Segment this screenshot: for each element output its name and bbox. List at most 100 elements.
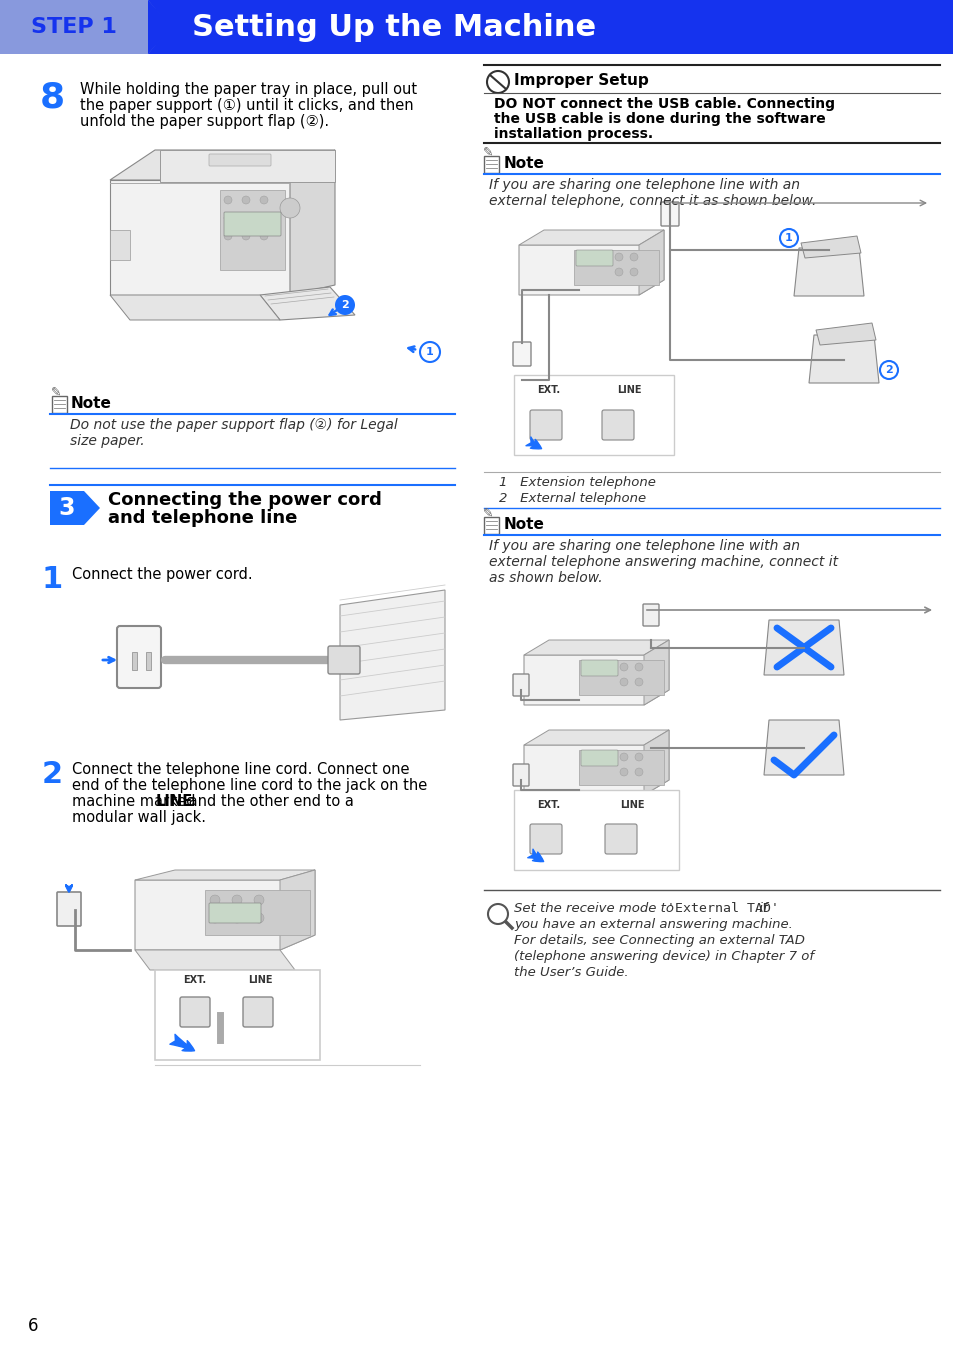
Text: LINE: LINE bbox=[156, 794, 193, 809]
Text: 1: 1 bbox=[41, 565, 63, 594]
Polygon shape bbox=[148, 0, 172, 54]
Polygon shape bbox=[84, 490, 100, 526]
Circle shape bbox=[629, 253, 638, 261]
Polygon shape bbox=[110, 295, 280, 320]
FancyBboxPatch shape bbox=[604, 824, 637, 854]
Circle shape bbox=[780, 230, 797, 247]
Text: and the other end to a: and the other end to a bbox=[184, 794, 354, 809]
Circle shape bbox=[629, 267, 638, 276]
Polygon shape bbox=[763, 620, 843, 676]
Circle shape bbox=[635, 663, 642, 671]
Text: If you are sharing one telephone line with an: If you are sharing one telephone line wi… bbox=[489, 178, 800, 192]
Polygon shape bbox=[639, 230, 663, 295]
Polygon shape bbox=[643, 730, 668, 794]
FancyBboxPatch shape bbox=[642, 604, 659, 626]
Circle shape bbox=[253, 913, 264, 923]
Circle shape bbox=[210, 913, 220, 923]
Polygon shape bbox=[135, 870, 314, 950]
FancyBboxPatch shape bbox=[209, 154, 271, 166]
Circle shape bbox=[210, 894, 220, 905]
Polygon shape bbox=[523, 730, 668, 744]
Polygon shape bbox=[763, 720, 843, 775]
FancyBboxPatch shape bbox=[513, 765, 529, 786]
Text: external telephone answering machine, connect it: external telephone answering machine, co… bbox=[489, 555, 838, 569]
Polygon shape bbox=[280, 870, 314, 950]
Text: if: if bbox=[754, 902, 767, 915]
Text: 2: 2 bbox=[341, 300, 349, 309]
FancyBboxPatch shape bbox=[209, 902, 261, 923]
Text: unfold the paper support flap (②).: unfold the paper support flap (②). bbox=[80, 113, 329, 128]
Text: Connecting the power cord: Connecting the power cord bbox=[108, 490, 381, 509]
FancyBboxPatch shape bbox=[57, 892, 81, 925]
Text: the User’s Guide.: the User’s Guide. bbox=[514, 966, 628, 979]
Text: Note: Note bbox=[71, 396, 112, 411]
Text: 8: 8 bbox=[39, 80, 65, 113]
Polygon shape bbox=[518, 230, 663, 295]
Text: Connect the power cord.: Connect the power cord. bbox=[71, 567, 253, 582]
Text: STEP 1: STEP 1 bbox=[31, 18, 117, 36]
Circle shape bbox=[619, 753, 627, 761]
Text: as shown below.: as shown below. bbox=[489, 571, 602, 585]
FancyBboxPatch shape bbox=[483, 155, 498, 173]
Polygon shape bbox=[801, 236, 861, 258]
Text: machine marked: machine marked bbox=[71, 794, 200, 809]
Polygon shape bbox=[260, 286, 355, 320]
Polygon shape bbox=[643, 640, 668, 705]
Text: 3: 3 bbox=[59, 496, 75, 520]
Text: 'External TAD': 'External TAD' bbox=[666, 902, 779, 915]
Polygon shape bbox=[808, 335, 878, 382]
FancyBboxPatch shape bbox=[530, 409, 561, 440]
Text: the USB cable is done during the software: the USB cable is done during the softwar… bbox=[494, 112, 825, 126]
Polygon shape bbox=[574, 250, 659, 285]
Text: LINE: LINE bbox=[616, 385, 640, 394]
FancyBboxPatch shape bbox=[513, 342, 531, 366]
Circle shape bbox=[260, 196, 268, 204]
Text: Do not use the paper support flap (②) for Legal: Do not use the paper support flap (②) fo… bbox=[70, 417, 397, 432]
Text: Setting Up the Machine: Setting Up the Machine bbox=[192, 12, 596, 42]
Text: the paper support (①) until it clicks, and then: the paper support (①) until it clicks, a… bbox=[80, 99, 414, 113]
Circle shape bbox=[619, 663, 627, 671]
Text: 1: 1 bbox=[784, 232, 792, 243]
Polygon shape bbox=[110, 230, 130, 259]
Polygon shape bbox=[578, 661, 663, 694]
FancyBboxPatch shape bbox=[514, 376, 673, 455]
Circle shape bbox=[253, 894, 264, 905]
FancyBboxPatch shape bbox=[580, 661, 618, 676]
Circle shape bbox=[419, 342, 439, 362]
Text: DO NOT connect the USB cable. Connecting: DO NOT connect the USB cable. Connecting bbox=[494, 97, 834, 111]
Bar bbox=[50, 490, 84, 526]
Polygon shape bbox=[135, 950, 294, 970]
Text: Note: Note bbox=[503, 155, 544, 172]
Text: modular wall jack.: modular wall jack. bbox=[71, 811, 206, 825]
Text: ✎: ✎ bbox=[482, 146, 493, 159]
Text: (telephone answering device) in Chapter 7 of: (telephone answering device) in Chapter … bbox=[514, 950, 813, 963]
Circle shape bbox=[635, 767, 642, 775]
FancyBboxPatch shape bbox=[328, 646, 359, 674]
Text: If you are sharing one telephone line with an: If you are sharing one telephone line wi… bbox=[489, 539, 800, 553]
Circle shape bbox=[232, 913, 242, 923]
Text: 2   External telephone: 2 External telephone bbox=[498, 492, 645, 505]
Polygon shape bbox=[205, 890, 310, 935]
Circle shape bbox=[224, 232, 232, 240]
Text: installation process.: installation process. bbox=[494, 127, 653, 141]
Circle shape bbox=[260, 232, 268, 240]
FancyBboxPatch shape bbox=[530, 824, 561, 854]
Circle shape bbox=[635, 678, 642, 686]
Text: LINE: LINE bbox=[248, 975, 272, 985]
Circle shape bbox=[615, 267, 622, 276]
Circle shape bbox=[224, 196, 232, 204]
Polygon shape bbox=[0, 0, 170, 54]
Text: Note: Note bbox=[503, 517, 544, 532]
Bar bbox=[132, 653, 137, 670]
Text: Set the receive mode to: Set the receive mode to bbox=[514, 902, 678, 915]
Circle shape bbox=[335, 295, 355, 315]
Circle shape bbox=[619, 767, 627, 775]
FancyBboxPatch shape bbox=[660, 203, 679, 226]
Text: Connect the telephone line cord. Connect one: Connect the telephone line cord. Connect… bbox=[71, 762, 409, 777]
Circle shape bbox=[242, 213, 250, 222]
Circle shape bbox=[280, 199, 299, 218]
Text: end of the telephone line cord to the jack on the: end of the telephone line cord to the ja… bbox=[71, 778, 427, 793]
Circle shape bbox=[879, 361, 897, 380]
FancyBboxPatch shape bbox=[180, 997, 210, 1027]
Circle shape bbox=[232, 894, 242, 905]
